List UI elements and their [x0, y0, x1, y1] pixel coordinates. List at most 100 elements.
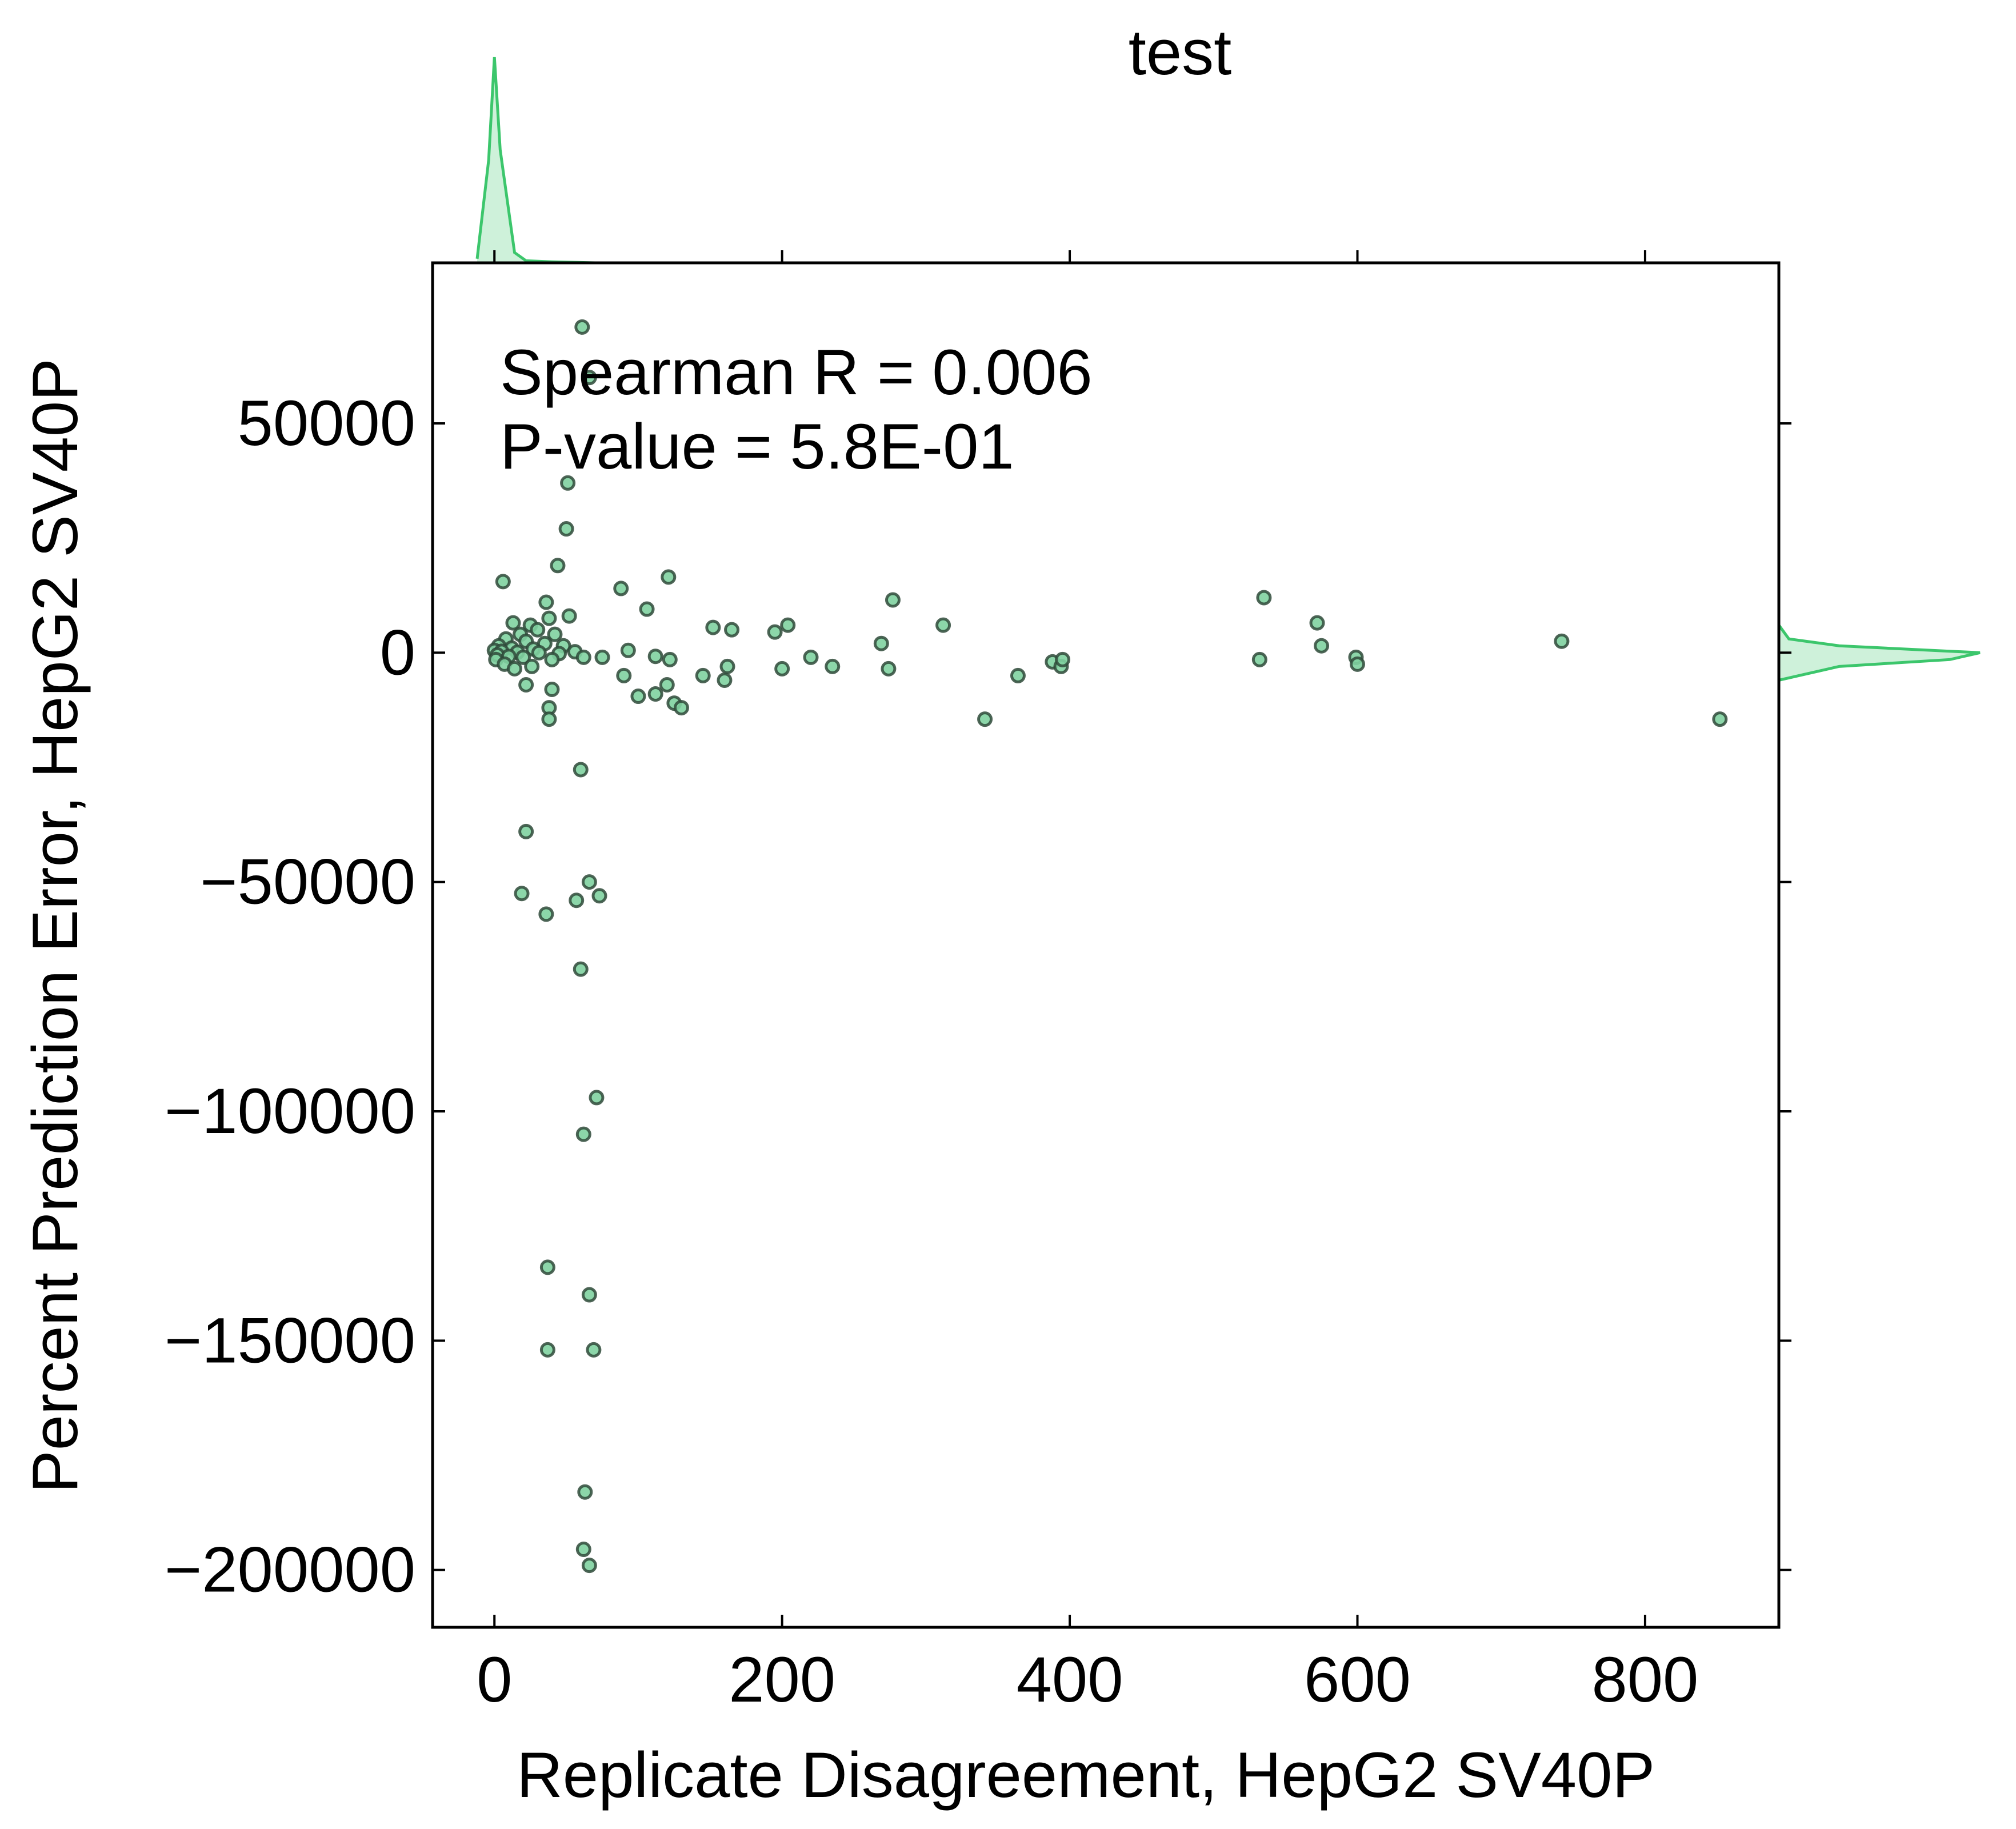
data-point	[1309, 615, 1325, 631]
data-point	[541, 711, 557, 727]
data-point	[581, 874, 597, 890]
data-point	[541, 610, 557, 626]
data-point	[539, 1342, 555, 1358]
data-point	[1010, 667, 1026, 683]
data-point	[544, 682, 560, 698]
data-point	[719, 658, 735, 674]
data-point	[538, 906, 554, 922]
x-tick-label: 0	[477, 1644, 512, 1715]
data-point	[530, 622, 546, 638]
x-tick-label: 800	[1591, 1644, 1698, 1715]
data-point	[518, 823, 534, 839]
y-tick-label: −150000	[165, 1304, 415, 1376]
data-point	[724, 622, 740, 638]
y-tick-label: −100000	[165, 1075, 415, 1147]
data-point	[531, 645, 547, 661]
data-point	[661, 569, 677, 585]
data-point	[1054, 651, 1070, 667]
right-marginal-kde	[1777, 624, 1981, 682]
data-point	[586, 1342, 602, 1358]
right-kde-fill	[1779, 625, 1980, 681]
data-point	[803, 649, 819, 665]
data-point	[573, 762, 589, 778]
data-point	[506, 661, 522, 677]
data-point	[538, 594, 554, 610]
data-point	[591, 888, 607, 904]
data-point	[767, 624, 783, 640]
data-point	[630, 689, 646, 705]
data-point	[575, 649, 591, 665]
top-kde-fill	[477, 57, 595, 263]
data-point	[647, 649, 663, 665]
data-point	[647, 686, 663, 702]
plot-frame	[431, 261, 1781, 1629]
data-point	[881, 661, 897, 677]
chart-title: test	[1129, 17, 1232, 88]
data-point	[673, 700, 689, 716]
data-point	[589, 1090, 605, 1106]
x-axis-label: Replicate Disagreement, HepG2 SV40P	[517, 1739, 1655, 1811]
data-point	[780, 617, 796, 633]
right-kde-line	[1777, 624, 1981, 682]
data-point	[885, 592, 901, 608]
data-point	[573, 961, 589, 977]
data-point	[935, 617, 951, 633]
data-point	[524, 658, 540, 674]
data-point	[613, 581, 629, 597]
data-point	[1554, 633, 1570, 649]
x-tick-label: 400	[1017, 1644, 1123, 1715]
y-tick-label: 50000	[238, 387, 415, 459]
data-point	[1314, 638, 1330, 654]
data-point	[977, 711, 993, 727]
data-point	[1251, 651, 1267, 667]
data-point	[544, 651, 560, 667]
data-point	[505, 615, 521, 631]
data-point	[774, 661, 790, 677]
data-point	[575, 1542, 591, 1558]
x-tick-label: 600	[1304, 1644, 1411, 1715]
y-tick-label: 0	[380, 617, 415, 688]
data-point	[558, 521, 574, 537]
data-point	[569, 893, 585, 909]
p-value-annotation: P-value = 5.8E-01	[500, 411, 1014, 482]
data-point	[717, 672, 733, 688]
data-point	[594, 649, 610, 665]
data-point	[560, 475, 576, 491]
data-point	[515, 649, 531, 665]
data-point	[616, 667, 632, 683]
data-point	[547, 626, 563, 642]
data-point	[1256, 590, 1272, 606]
data-point	[662, 651, 678, 667]
data-point	[620, 642, 636, 658]
data-point	[1349, 656, 1365, 672]
data-point	[705, 619, 721, 635]
y-axis-label: Percent Prediction Error, HepG2 SV40P	[19, 358, 91, 1493]
y-axis-ticks: 50000 0 −50000 −100000 −150000 −200000	[165, 387, 1791, 1606]
data-point	[695, 667, 711, 683]
data-point	[581, 1287, 597, 1303]
data-point	[539, 1259, 555, 1275]
data-point	[495, 574, 511, 590]
data-point	[561, 608, 577, 624]
data-point	[577, 1484, 593, 1500]
data-point	[873, 635, 889, 651]
data-point	[575, 1126, 591, 1142]
data-point	[639, 601, 655, 617]
x-tick-label: 200	[729, 1644, 835, 1715]
data-point	[514, 886, 530, 902]
data-point	[518, 677, 534, 693]
x-axis-ticks: 0 200 400 600 800	[477, 250, 1698, 1715]
y-tick-label: −50000	[200, 846, 415, 918]
scatter-points	[486, 319, 1728, 1574]
data-point	[581, 370, 597, 386]
data-point	[581, 1558, 597, 1574]
data-point	[1712, 711, 1728, 727]
data-point	[825, 658, 841, 674]
data-point	[550, 558, 566, 574]
data-point	[574, 319, 590, 335]
spearman-annotation: Spearman R = 0.006	[500, 337, 1093, 408]
y-tick-label: −200000	[165, 1534, 415, 1606]
data-point	[659, 677, 675, 693]
